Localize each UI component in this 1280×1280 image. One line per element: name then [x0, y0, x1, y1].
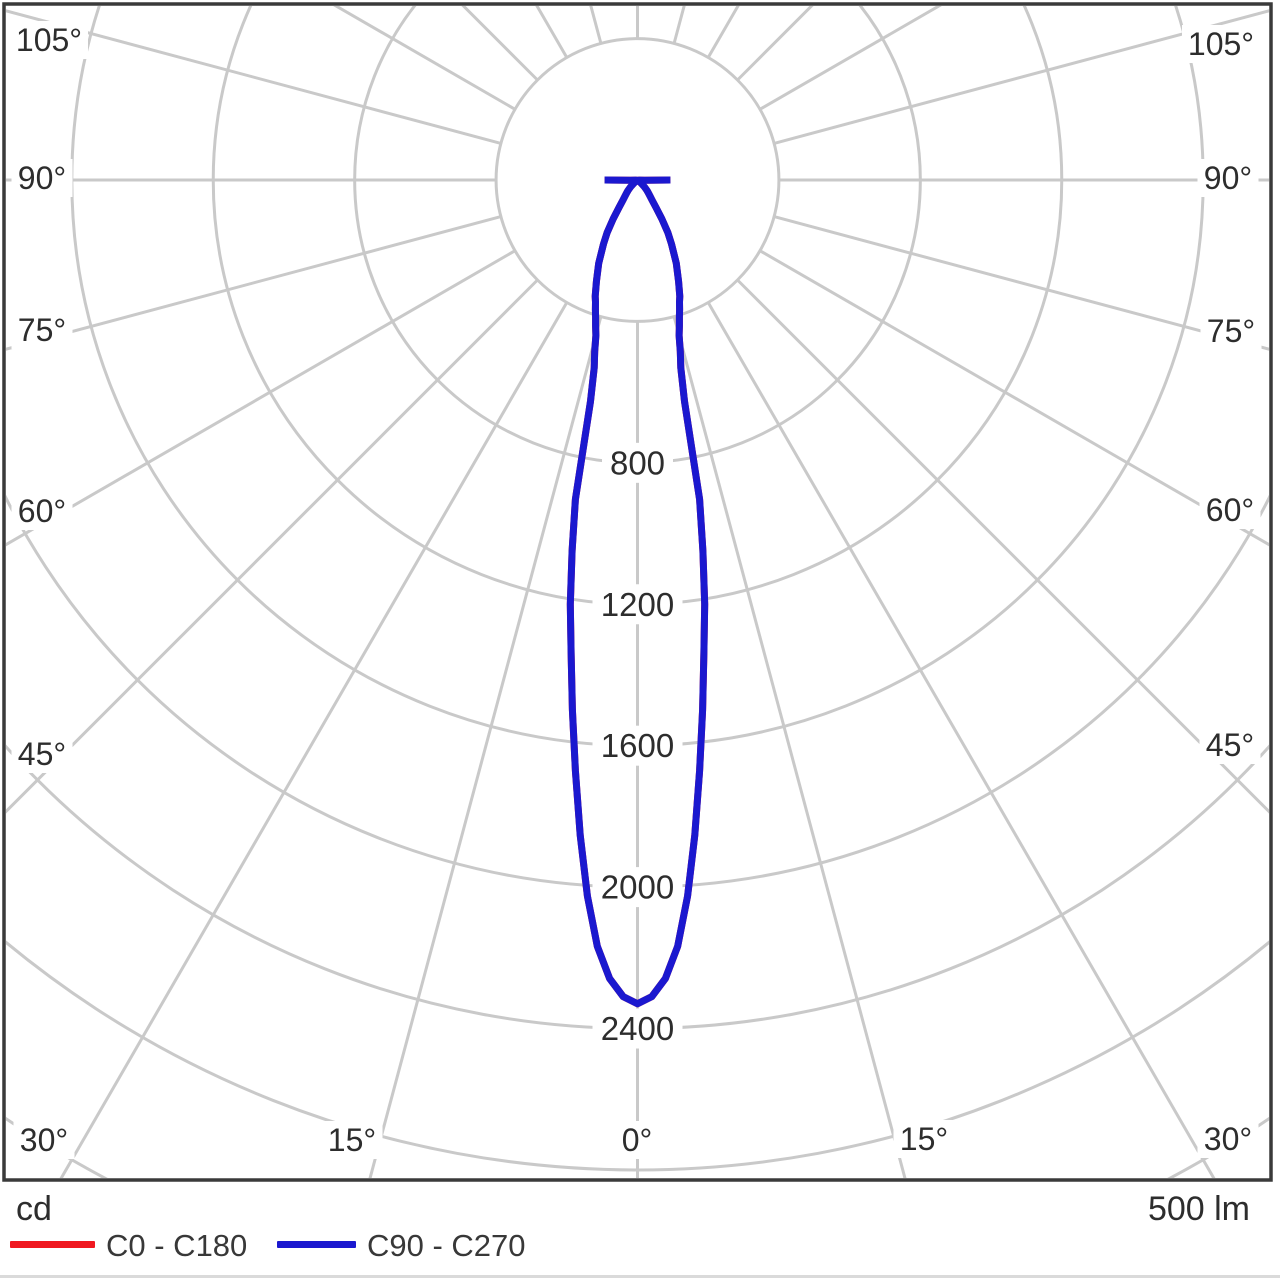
angle-label-30°: 30°	[20, 1122, 68, 1158]
angle-label-bg	[11, 735, 73, 773]
legend-swatch-c90-c270	[277, 1241, 356, 1248]
angle-label-bg	[11, 159, 73, 197]
angle-label-bg	[615, 1121, 659, 1159]
angle-label-bg	[10, 21, 88, 59]
plot-border	[2, 2, 1273, 1182]
units-label: cd	[16, 1190, 52, 1228]
ring-label-1200: 1200	[601, 586, 674, 623]
ring-label-bg	[592, 584, 683, 625]
grid-ray-285deg	[6, 215, 502, 351]
ring-label-2000: 2000	[601, 869, 674, 906]
angle-label-75°: 75°	[1207, 313, 1255, 349]
grid-ray-15deg	[672, 316, 907, 1178]
angle-label-bg	[1197, 159, 1259, 197]
angle-label-bg	[11, 311, 73, 349]
grid-ray-105deg	[773, 9, 1269, 145]
angle-label-bg	[11, 492, 73, 530]
angle-label-90°: 90°	[18, 160, 66, 196]
grid-ray-345deg	[368, 316, 603, 1178]
angle-label-75°: 75°	[18, 312, 66, 348]
angle-label-60°: 60°	[1206, 492, 1254, 528]
angle-label-90°: 90°	[1204, 160, 1252, 196]
grid-ray-30deg	[706, 301, 1216, 1178]
grid-ray-45deg	[736, 278, 1269, 814]
angle-label-30°: 30°	[1204, 1121, 1252, 1157]
angle-label-45°: 45°	[18, 736, 66, 772]
ring-label-800: 800	[610, 444, 665, 481]
grid-ray-255deg	[6, 9, 502, 145]
angle-label-bg	[13, 1121, 75, 1159]
angle-label-105°: 105°	[1188, 26, 1254, 62]
ring-label-1600: 1600	[601, 727, 674, 764]
angle-label-bg	[321, 1121, 383, 1159]
angle-label-bg	[1199, 726, 1261, 764]
angle-label-15°: 15°	[900, 1121, 948, 1157]
legend-label-c90-c270: C90 - C270	[367, 1228, 526, 1263]
angle-label-15°: 15°	[328, 1122, 376, 1158]
ring-label-bg	[602, 442, 673, 483]
curve-C90-C270	[566, 176, 709, 1008]
angle-label-bg	[1200, 312, 1262, 350]
grid-ray-330deg	[59, 301, 569, 1178]
grid-ray-60deg	[759, 249, 1269, 547]
grid-ray-75deg	[773, 215, 1269, 351]
grid-ray-195deg	[589, 6, 603, 44]
grid-ray-165deg	[672, 6, 686, 44]
angle-label-105°: 105°	[16, 22, 82, 58]
angle-label-60°: 60°	[18, 493, 66, 529]
angle-label-bg	[893, 1120, 955, 1158]
grid-ray-300deg	[6, 249, 516, 547]
angle-label-45°: 45°	[1206, 727, 1254, 763]
legend-swatch-c0-c180	[10, 1241, 95, 1248]
legend-label-c0-c180: C0 - C180	[106, 1228, 248, 1263]
ring-label-bg	[592, 867, 683, 908]
bottom-divider	[0, 1275, 1280, 1278]
grid-ray-315deg	[6, 278, 539, 814]
luminous-flux-label: 500 lm	[1147, 1190, 1250, 1228]
ring-label-bg	[592, 1008, 683, 1049]
angle-label-bg	[1182, 25, 1260, 63]
ring-label-2400: 2400	[601, 1010, 674, 1047]
angle-label-0°: 0°	[622, 1122, 653, 1158]
angle-label-bg	[1199, 491, 1261, 529]
ring-label-bg	[592, 725, 683, 766]
angle-label-bg	[1197, 1120, 1259, 1158]
